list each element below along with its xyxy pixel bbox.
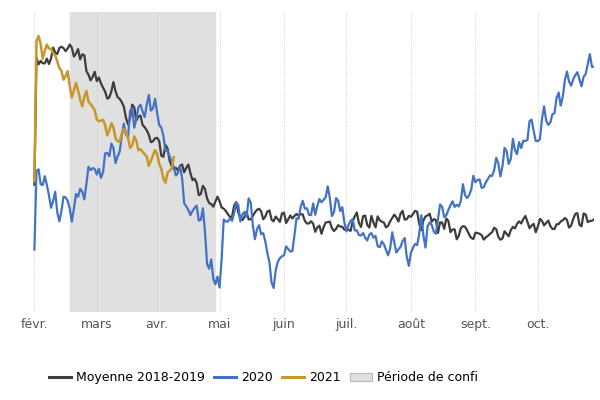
Legend: Moyenne 2018-2019, 2020, 2021, Période de confi: Moyenne 2018-2019, 2020, 2021, Période d… bbox=[44, 366, 483, 389]
Bar bbox=[70, 12, 215, 312]
